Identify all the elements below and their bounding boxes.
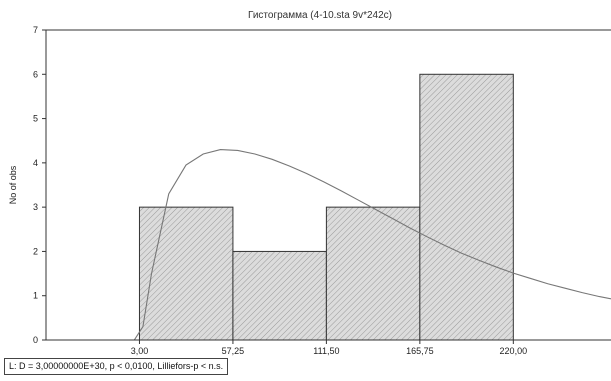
- histogram-bar-3: [325, 206, 421, 341]
- y-tick-label: 2: [33, 246, 38, 256]
- y-axis-label: No of obs: [8, 165, 18, 204]
- histogram-bar-4: [419, 73, 514, 341]
- histogram-bar-1: [138, 206, 234, 341]
- x-tick-label: 57,25: [222, 346, 245, 356]
- statistics-box: L: D = 3,00000000E+30, p < 0,0100, Lilli…: [4, 358, 229, 375]
- histogram-bar-2: [232, 250, 327, 341]
- y-tick-label: 3: [33, 202, 38, 212]
- y-tick-label: 5: [33, 114, 38, 124]
- x-tick-label: 165,75: [406, 346, 434, 356]
- y-tick-label: 4: [33, 158, 38, 168]
- x-tick-label: 111,50: [313, 346, 339, 356]
- bars-layer: [138, 73, 514, 341]
- y-tick-label: 6: [33, 69, 38, 79]
- chart-title: Гистограмма (4-10.sta 9v*242c): [248, 10, 392, 21]
- y-tick-label: 1: [33, 291, 38, 301]
- x-tick-label: 3,00: [131, 346, 149, 356]
- y-tick-label: 7: [33, 25, 38, 35]
- fitted-curve: [133, 149, 611, 340]
- y-ticks: 0 1 2 3 4 5 6 7: [33, 25, 46, 345]
- x-tick-label: 220,00: [500, 346, 528, 356]
- y-tick-label: 0: [33, 335, 38, 345]
- x-ticks: 3,00 57,25 111,50 165,75 220,00: [131, 340, 527, 356]
